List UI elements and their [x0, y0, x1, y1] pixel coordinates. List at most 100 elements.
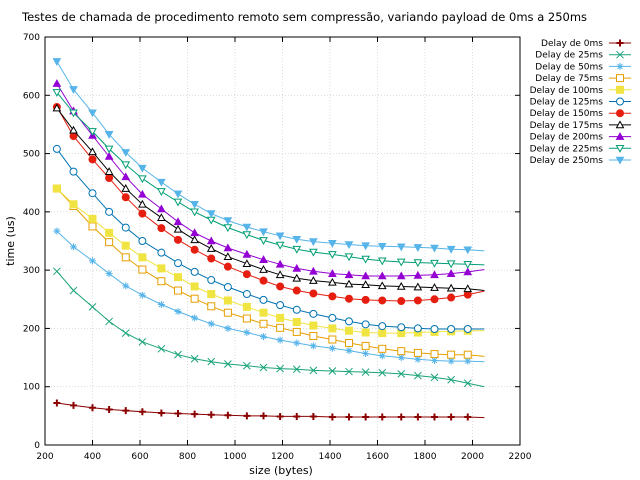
data-point [361, 242, 370, 251]
data-point [69, 167, 78, 176]
data-point [413, 282, 423, 291]
data-point [223, 243, 233, 252]
data-point [259, 363, 268, 372]
data-point [88, 189, 97, 198]
x-tick-label: 1000 [224, 452, 247, 462]
data-point [292, 327, 301, 336]
data-point [69, 86, 78, 94]
x-axis-title: size (bytes) [249, 464, 313, 477]
data-point [344, 253, 354, 262]
data-point [309, 412, 317, 420]
data-point [69, 286, 78, 295]
chart-title: Testes de chamada de procedimento remoto… [21, 10, 587, 24]
data-point [276, 323, 285, 332]
data-point [174, 235, 182, 244]
x-tick-label: 200 [36, 452, 53, 462]
data-point [377, 271, 387, 280]
grid [45, 37, 520, 445]
data-point [463, 379, 472, 388]
data-point [89, 404, 96, 412]
data-point [259, 308, 268, 317]
data-point [446, 260, 456, 269]
x-tick-label: 600 [131, 452, 148, 462]
data-point [243, 412, 251, 420]
data-point [361, 328, 370, 337]
data-point [345, 294, 353, 303]
data-point [173, 217, 183, 226]
data-point [430, 259, 439, 268]
data-point [223, 262, 232, 271]
data-point [259, 319, 268, 328]
data-point [88, 128, 97, 136]
data-point [447, 375, 455, 384]
data-point [361, 280, 370, 289]
data-point [328, 335, 337, 344]
data-point [174, 308, 182, 316]
data-point [207, 411, 215, 419]
data-point [430, 270, 439, 279]
legend-label: Delay de 25ms [535, 51, 603, 61]
data-point [121, 241, 130, 250]
data-point [207, 254, 216, 263]
data-point [138, 175, 147, 184]
data-point [259, 255, 268, 263]
y-tick-label: 300 [23, 266, 40, 276]
data-point [616, 74, 624, 83]
data-point [464, 413, 472, 421]
data-point [260, 333, 267, 341]
series-group [52, 58, 485, 421]
data-point [190, 245, 199, 254]
data-point [138, 253, 147, 262]
data-point [377, 242, 387, 251]
y-tick-label: 600 [23, 91, 40, 101]
legend-entry: Delay de 250ms [530, 156, 631, 166]
data-point [414, 371, 422, 380]
data-point [53, 267, 61, 276]
data-point [105, 207, 114, 216]
data-point [345, 339, 353, 347]
data-point [174, 273, 182, 282]
data-point [121, 329, 130, 337]
data-point [397, 413, 405, 421]
data-point [190, 354, 199, 363]
data-point [396, 281, 406, 290]
data-point [413, 244, 423, 252]
data-point [463, 284, 473, 293]
data-point [275, 241, 285, 250]
data-point [105, 405, 113, 413]
data-point [138, 408, 146, 416]
data-point [446, 283, 456, 292]
data-point [70, 401, 77, 409]
data-point [345, 413, 353, 421]
data-point [345, 326, 353, 335]
data-point [430, 350, 439, 359]
data-point [413, 270, 423, 279]
data-point [105, 174, 114, 183]
data-point [397, 323, 406, 332]
legend-entry: Delay de 25ms [535, 51, 631, 61]
data-point [190, 267, 199, 276]
data-point [242, 231, 252, 240]
data-point [309, 366, 318, 375]
data-point [104, 151, 114, 160]
data-point [413, 296, 422, 305]
data-point [361, 320, 370, 329]
data-point [207, 276, 216, 285]
x-tick-label: 1200 [271, 452, 294, 462]
series-delay-de-50ms [53, 227, 485, 365]
data-point [328, 277, 337, 286]
data-point [328, 251, 337, 259]
data-point [88, 155, 97, 164]
x-tick-label: 400 [84, 452, 101, 462]
data-point [223, 217, 233, 226]
data-point [414, 413, 422, 421]
data-point [309, 332, 318, 341]
legend-entry: Delay de 50ms [535, 62, 631, 72]
data-point [223, 283, 232, 292]
data-point [309, 238, 318, 247]
data-point [292, 273, 302, 282]
y-tick-label: 0 [34, 441, 40, 451]
data-point [446, 245, 456, 254]
y-tick-label: 400 [23, 208, 40, 218]
